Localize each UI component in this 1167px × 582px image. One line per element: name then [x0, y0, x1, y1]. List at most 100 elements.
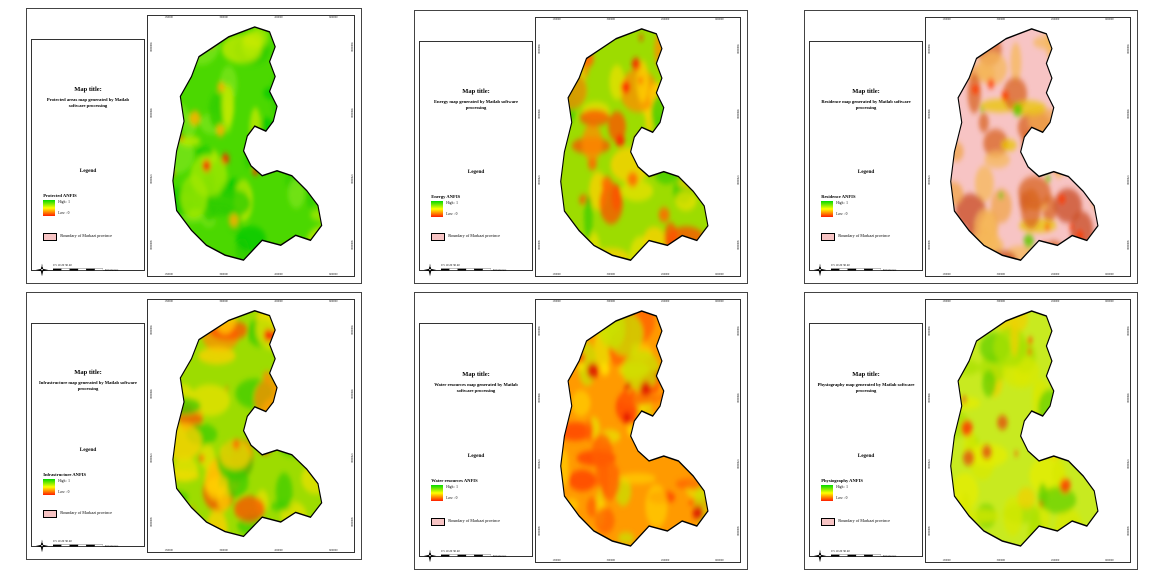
grid-ticks-left: 3900000 3800000 3700000 3600000: [927, 44, 930, 250]
low-label: Low : 0: [446, 212, 458, 216]
legend-panel: Map title: Physiography map generated by…: [809, 323, 923, 557]
grid-tick: 300000: [219, 16, 228, 19]
anfis-label: Water resources ANFIS: [431, 478, 478, 483]
province-boundary: [560, 28, 709, 261]
grid-ticks-bottom: 150000 300000 450000 600000: [164, 549, 337, 552]
svg-text:N: N: [41, 266, 43, 268]
grid-tick: 3900000: [537, 43, 540, 54]
grid-ticks-left: 3900000 3800000 3700000 3600000: [537, 44, 540, 250]
grid-tick: 3900000: [350, 42, 353, 52]
scale-unit: Kilometers: [493, 553, 507, 558]
map-title-text: Residence map generated by Matlab softwa…: [821, 99, 911, 110]
scale-unit: Kilometers: [493, 267, 507, 272]
anfis-label: Protected ANFIS: [43, 193, 77, 198]
grid-tick: 3900000: [1126, 43, 1129, 54]
grid-tick: 300000: [606, 300, 616, 303]
province-map: [950, 28, 1099, 261]
boundary-label: Boundary of Markazi province: [60, 510, 112, 515]
grid-tick: 3900000: [537, 326, 540, 336]
grid-tick: 300000: [219, 549, 228, 552]
grid-tick: 3900000: [149, 42, 152, 52]
grid-ticks-top: 150000 300000 450000 600000: [942, 300, 1113, 303]
north-arrow-icon: N: [813, 263, 827, 277]
grid-tick: 3700000: [537, 174, 540, 185]
grid-tick: 3700000: [927, 459, 930, 470]
grid-tick: 150000: [552, 273, 561, 276]
scale-label: 0 5 10 20 30 40: [441, 549, 460, 553]
grid-tick: 3700000: [350, 174, 353, 184]
map-title-heading: Map title:: [462, 88, 490, 95]
grid-tick: 300000: [219, 300, 228, 303]
grid-tick: 150000: [164, 549, 173, 552]
grid-tick: 3800000: [350, 108, 353, 118]
province-map: [172, 26, 323, 261]
grid-ticks-right: 3900000 3800000 3700000 3600000: [350, 42, 353, 250]
grid-tick: 3800000: [736, 392, 739, 403]
scale-unit: Kilometers: [105, 543, 119, 548]
high-label: High : 1: [446, 201, 458, 205]
grid-tick: 3600000: [1126, 240, 1129, 251]
grid-ticks-right: 3900000 3800000 3700000 3600000: [1126, 44, 1129, 250]
map-panel: Map title: Water resources map generated…: [414, 292, 748, 570]
high-label: High : 1: [58, 479, 70, 483]
grid-ticks-right: 3900000 3800000 3700000 3600000: [1126, 326, 1129, 536]
grid-tick: 150000: [942, 273, 951, 276]
legend-panel: Map title: Residence map generated by Ma…: [809, 41, 923, 271]
legend-heading: Legend: [857, 453, 875, 459]
grid-tick: 600000: [715, 273, 724, 276]
grid-tick: 450000: [1050, 559, 1060, 562]
grid-tick: 3700000: [736, 174, 739, 185]
grid-tick: 450000: [274, 273, 283, 276]
grid-tick: 450000: [660, 300, 670, 303]
grid-tick: 150000: [552, 300, 561, 303]
grid-tick: 3600000: [537, 525, 540, 536]
high-label: High : 1: [446, 485, 458, 489]
grid-tick: 300000: [996, 273, 1006, 276]
anfis-label: Energy ANFIS: [431, 194, 461, 199]
scale-unit: Kilometers: [883, 553, 897, 558]
high-label: High : 1: [836, 485, 848, 489]
grid-tick: 3800000: [537, 109, 540, 120]
grid-tick: 3800000: [537, 392, 540, 403]
low-label: Low : 0: [446, 496, 458, 500]
anfis-label: Residence ANFIS: [821, 194, 856, 199]
grid-ticks-left: 3900000 3800000 3700000 3600000: [149, 42, 152, 250]
boundary-label: Boundary of Markazi province: [838, 518, 890, 523]
grid-tick: 450000: [660, 18, 670, 21]
boundary-swatch: [431, 518, 446, 526]
grid-tick: 3800000: [736, 109, 739, 120]
gradient-legend: [431, 485, 444, 501]
boundary-swatch: [43, 233, 58, 241]
grid-ticks-top: 150000 300000 450000 600000: [552, 300, 723, 303]
province-map: [950, 310, 1099, 547]
grid-tick: 450000: [660, 273, 670, 276]
grid-ticks-bottom: 150000 300000 450000 600000: [552, 559, 723, 562]
grid-tick: 600000: [1105, 559, 1114, 562]
grid-tick: 3700000: [350, 453, 353, 463]
province-map: [560, 310, 709, 547]
svg-text:N: N: [819, 552, 821, 554]
grid-ticks-top: 150000 300000 450000 600000: [942, 18, 1113, 21]
grid-tick: 450000: [660, 559, 670, 562]
province-map: [560, 28, 709, 261]
boundary-label: Boundary of Markazi province: [448, 518, 500, 523]
grid-tick: 3800000: [149, 389, 152, 399]
map-panel: Map title: Protected areas map generated…: [26, 8, 362, 284]
scale-label: 0 5 10 20 30 40: [53, 263, 72, 267]
grid-ticks-top: 150000 300000 450000 600000: [164, 16, 337, 19]
grid-tick: 3700000: [1126, 174, 1129, 185]
north-arrow-icon: N: [423, 549, 437, 563]
grid-tick: 3700000: [149, 453, 152, 463]
grid-tick: 450000: [274, 549, 283, 552]
grid-tick: 600000: [715, 559, 724, 562]
map-title-text: Protected areas map generated by Matlab …: [46, 97, 130, 108]
grid-tick: 3900000: [350, 325, 353, 335]
grid-tick: 600000: [1105, 273, 1114, 276]
grid-tick: 300000: [606, 273, 616, 276]
grid-tick: 600000: [715, 300, 724, 303]
scale-bar: 0 5 10 20 30 40 Kilometers: [53, 539, 118, 551]
high-label: High : 1: [58, 200, 70, 204]
scale-unit: Kilometers: [105, 267, 119, 272]
scale-bar: 0 5 10 20 30 40 Kilometers: [441, 549, 506, 561]
grid-tick: 3600000: [736, 525, 739, 536]
